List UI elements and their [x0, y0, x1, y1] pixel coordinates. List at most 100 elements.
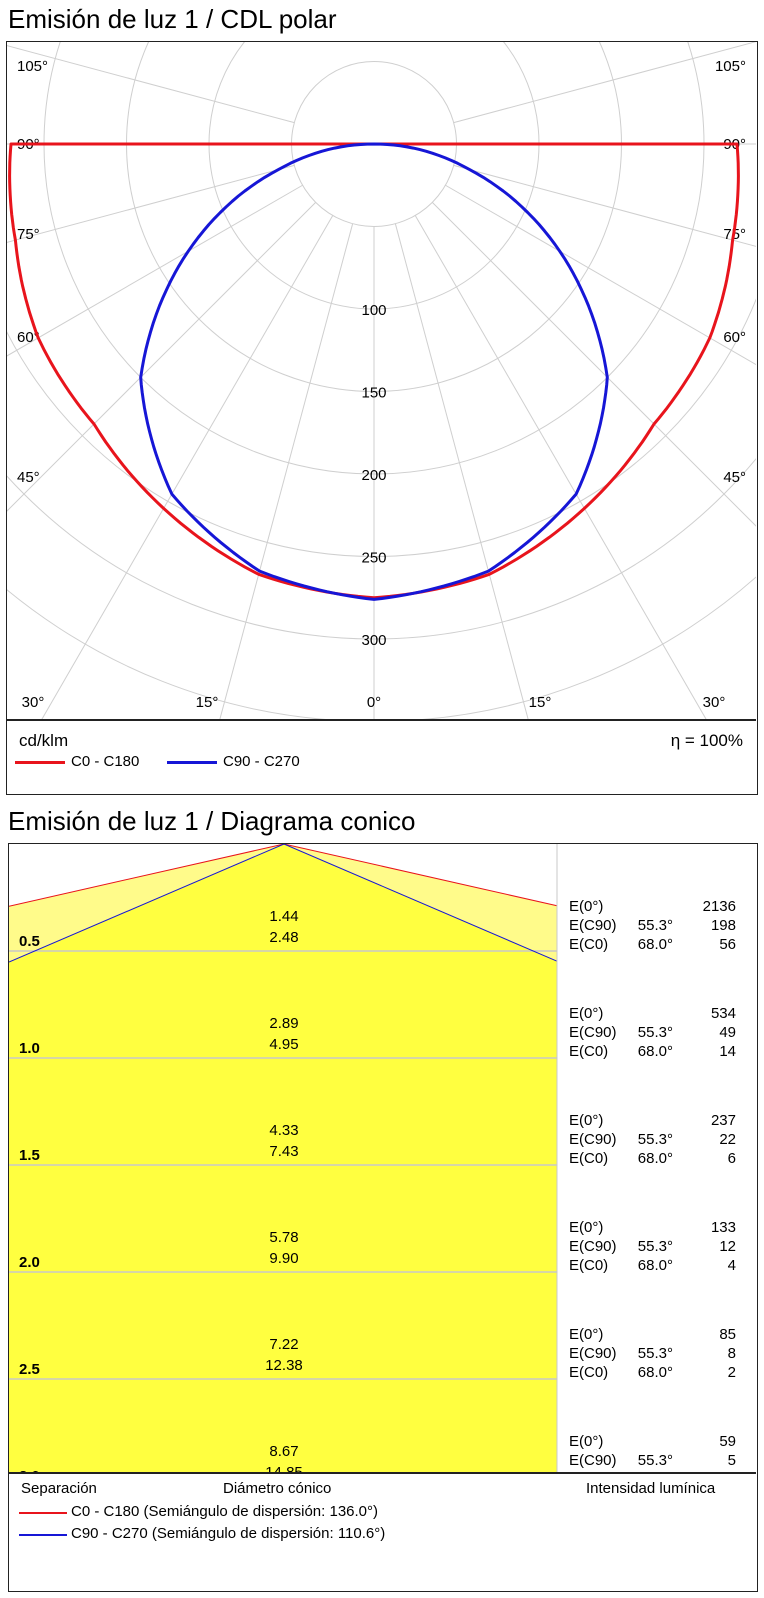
separation-value: 1.5: [19, 1147, 40, 1164]
e0-label: E(0°): [569, 1326, 603, 1343]
ec0-angle: 68.0°: [638, 1150, 673, 1167]
diameter-c90-value: 12.38: [265, 1357, 303, 1374]
ec90-value: 198: [711, 917, 736, 934]
ec90-angle: 55.3°: [638, 1452, 673, 1469]
grid-spoke: [7, 45, 295, 124]
ec0-value: 2: [728, 1471, 736, 1472]
legend-c90-c270: C90 - C270: [223, 753, 300, 770]
ec0-label: E(C0): [569, 1471, 608, 1472]
e0-label: E(0°): [569, 1112, 603, 1129]
separation-value: 2.0: [19, 1254, 40, 1271]
e0-label: E(0°): [569, 1005, 603, 1022]
separation-value: 2.5: [19, 1361, 40, 1378]
ec90-value: 5: [728, 1452, 736, 1469]
angle-label-bottom: 15°: [529, 694, 552, 711]
ec90-angle: 55.3°: [638, 1345, 673, 1362]
cone-edge-c90-left: [9, 844, 285, 963]
legend-swatch-c0: [15, 761, 65, 764]
radial-tick-label: 250: [361, 550, 386, 567]
grid-spoke: [41, 215, 334, 719]
angle-label-right: 105°: [715, 58, 746, 75]
radial-tick-label: 150: [361, 385, 386, 402]
ec90-angle: 55.3°: [638, 917, 673, 934]
e0-label: E(0°): [569, 1433, 603, 1450]
ec90-label: E(C90): [569, 1024, 617, 1041]
grid-spoke: [7, 184, 303, 357]
grid-spoke: [453, 164, 756, 247]
angle-label-left: 75°: [17, 226, 40, 243]
grid-spoke: [7, 164, 295, 243]
cone-legend-c0: C0 - C180 (Semiángulo de dispersión: 136…: [71, 1503, 379, 1520]
ec90-angle: 55.3°: [638, 1238, 673, 1255]
ec90-label: E(C90): [569, 1345, 617, 1362]
grid-spoke: [431, 201, 756, 527]
e0-value: 237: [711, 1112, 736, 1129]
radial-tick-label: 100: [361, 302, 386, 319]
unit-label: cd/klm: [19, 731, 69, 750]
separation-header: Separación: [21, 1480, 97, 1497]
ec0-value: 4: [728, 1257, 736, 1274]
radial-tick-label: 200: [361, 467, 386, 484]
ec0-value: 6: [728, 1150, 736, 1167]
cone-legend-swatch-c90: [19, 1534, 67, 1536]
radial-tick-label: 300: [361, 632, 386, 649]
ec90-angle: 55.3°: [638, 1024, 673, 1041]
diameter-c90-value: 9.90: [269, 1250, 298, 1267]
diameter-c0-value: 4.33: [269, 1122, 298, 1139]
ec0-value: 14: [719, 1043, 736, 1060]
diameter-c90-value: 4.95: [269, 1036, 298, 1053]
diameter-c0-value: 7.22: [269, 1336, 298, 1353]
ec90-value: 49: [719, 1024, 736, 1041]
angle-label-bottom: 30°: [703, 694, 726, 711]
diameter-c90-value: 2.48: [269, 929, 298, 946]
ec0-angle: 68.0°: [638, 1043, 673, 1060]
cone-legend-c90: C90 - C270 (Semiángulo de dispersión: 11…: [71, 1525, 386, 1542]
separation-value: 1.0: [19, 1040, 40, 1057]
grid-spoke: [445, 184, 756, 366]
angle-label-right: 45°: [723, 469, 746, 486]
cone-edge-c0-right: [283, 844, 558, 907]
e0-value: 59: [719, 1433, 736, 1450]
angle-label-left: 105°: [17, 58, 48, 75]
ec0-angle: 68.0°: [638, 1471, 673, 1472]
ec0-value: 2: [728, 1364, 736, 1381]
ec90-label: E(C90): [569, 1131, 617, 1148]
grid-spoke: [453, 42, 756, 124]
grid-spoke: [394, 223, 529, 719]
ec0-label: E(C0): [569, 1364, 608, 1381]
cone-edge-c90-right: [283, 844, 558, 962]
ec0-label: E(C0): [569, 1043, 608, 1060]
diameter-c90-value: 7.43: [269, 1143, 298, 1160]
legend-swatch-c90: [167, 761, 217, 764]
legend-c0-c180: C0 - C180: [71, 753, 140, 770]
cone-plot-area: [9, 844, 557, 1472]
angle-label-bottom: 15°: [196, 694, 219, 711]
separation-value: 0.5: [19, 933, 40, 950]
ec0-angle: 68.0°: [638, 1257, 673, 1274]
angle-label-bottom: 0°: [367, 694, 381, 711]
series-c90-c270-curve: [139, 142, 609, 601]
ec0-angle: 68.0°: [638, 1364, 673, 1381]
angle-label-right: 60°: [723, 329, 746, 346]
e0-label: E(0°): [569, 1219, 603, 1236]
angle-label-bottom: 30°: [22, 694, 45, 711]
e0-value: 85: [719, 1326, 736, 1343]
separation-value: 3.0: [19, 1468, 40, 1472]
polar-chart-frame: 100 150 200 250 300 105° 105° 90° 90° 75° 75° 60° 60…: [6, 41, 758, 795]
ec90-angle: 55.3°: [638, 1131, 673, 1148]
ec0-angle: 68.0°: [638, 936, 673, 953]
cone-title: Emisión de luz 1 / Diagrama conico: [8, 806, 416, 836]
ec90-value: 12: [719, 1238, 736, 1255]
diameter-c0-value: 8.67: [269, 1443, 298, 1460]
cone-band-left: [9, 844, 284, 963]
grid-spoke: [414, 215, 707, 719]
angle-label-left: 60°: [17, 329, 40, 346]
ec0-label: E(C0): [569, 1150, 608, 1167]
ec0-label: E(C0): [569, 1257, 608, 1274]
diameter-c0-value: 2.89: [269, 1015, 298, 1032]
e0-value: 133: [711, 1219, 736, 1236]
ec90-value: 8: [728, 1345, 736, 1362]
ec90-value: 22: [719, 1131, 736, 1148]
grid-spoke: [219, 223, 354, 719]
